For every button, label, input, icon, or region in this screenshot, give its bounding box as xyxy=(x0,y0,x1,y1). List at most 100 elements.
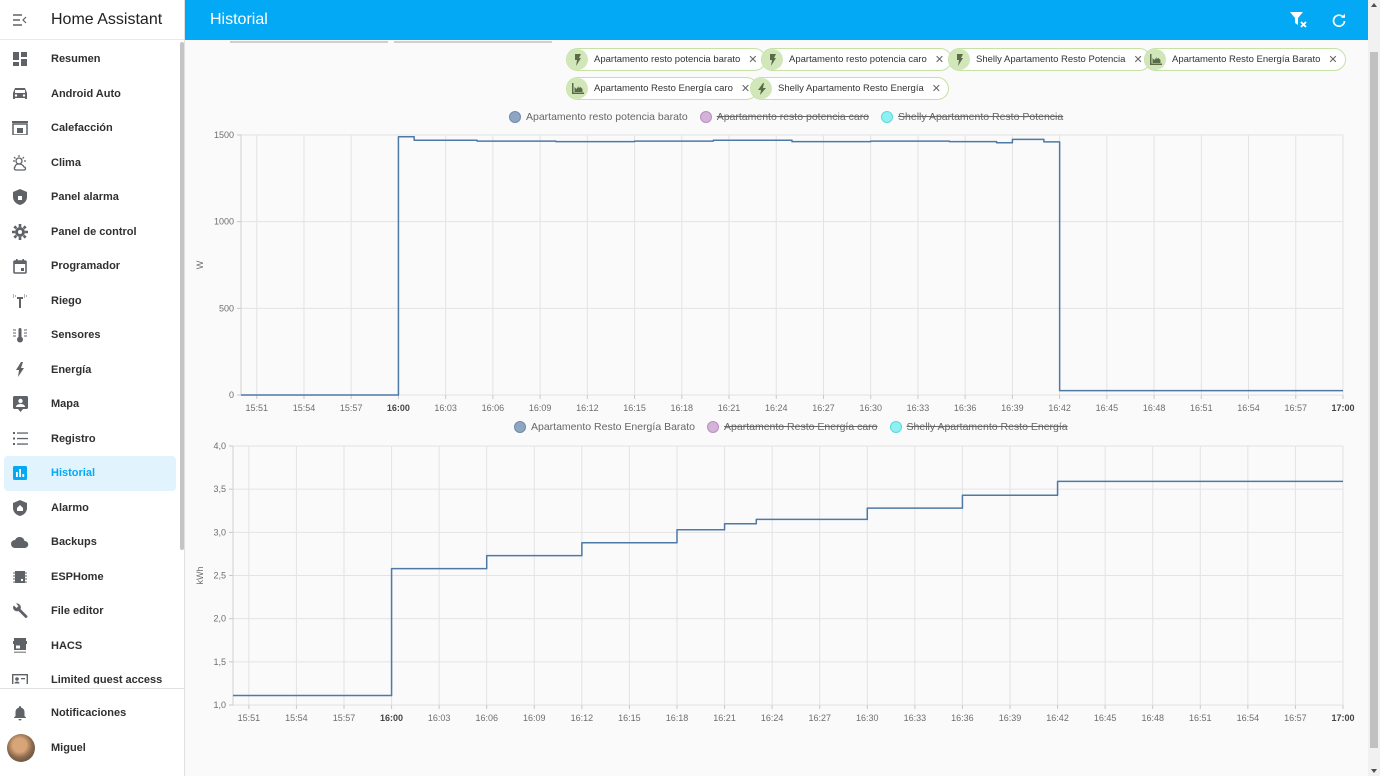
svg-text:17:00: 17:00 xyxy=(1331,403,1354,413)
legend-label: Apartamento resto potencia barato xyxy=(526,111,688,123)
wrench-icon xyxy=(4,603,36,619)
energy-chart[interactable]: 1,0 1,5 2,0 2,5 3,0 3,5 4,0 15:51 15:54 15:57 16:0… xyxy=(185,435,1368,735)
sidebar-item-label: Panel de control xyxy=(51,225,137,238)
svg-text:15:57: 15:57 xyxy=(340,403,363,413)
sidebar-item-panel-de-control[interactable]: Panel de control xyxy=(4,215,176,250)
sidebar-item-panel-alarma[interactable]: Panel alarma xyxy=(4,180,176,215)
svg-text:16:33: 16:33 xyxy=(904,713,927,723)
scroll-up-arrow-icon[interactable] xyxy=(1371,3,1377,7)
svg-text:16:24: 16:24 xyxy=(765,403,788,413)
menu-toggle-button[interactable] xyxy=(0,0,40,40)
remove-chip-icon[interactable]: ✕ xyxy=(931,83,941,95)
chart-area-icon xyxy=(567,78,588,99)
sidebar-item-android-auto[interactable]: Android Auto xyxy=(4,77,176,112)
sidebar-item-riego[interactable]: Riego xyxy=(4,284,176,319)
page-title: Historial xyxy=(210,11,268,28)
svg-text:15:54: 15:54 xyxy=(285,713,308,723)
target-chip[interactable]: Apartamento Resto Energía Barato ✕ xyxy=(1144,48,1346,71)
target-chip[interactable]: Apartamento Resto Energía caro ✕ xyxy=(566,77,759,100)
refresh-button[interactable] xyxy=(1328,9,1350,31)
shield-home-icon xyxy=(4,499,36,516)
sidebar-item-limited-guest-access[interactable]: Limited guest access xyxy=(4,663,176,684)
sidebar-item-backups[interactable]: Backups xyxy=(4,525,176,560)
legend-item[interactable]: Shelly Apartamento Resto Potencia xyxy=(881,111,1063,123)
svg-text:16:09: 16:09 xyxy=(523,713,546,723)
remove-chip-icon[interactable]: ✕ xyxy=(934,54,945,66)
remove-chip-icon[interactable]: ✕ xyxy=(740,83,751,95)
legend-item[interactable]: Apartamento resto potencia barato xyxy=(509,111,688,123)
power-chart[interactable]: 0 500 1000 1500 15:51 15:54 15:57 16:00 16:03 16:… xyxy=(185,40,1368,420)
svg-text:16:42: 16:42 xyxy=(1046,713,1069,723)
calendar-icon xyxy=(4,258,36,274)
svg-text:16:36: 16:36 xyxy=(954,403,977,413)
sidebar-item-label: Limited guest access xyxy=(51,674,163,684)
sidebar-item-label: Calefacción xyxy=(51,122,113,135)
sidebar-item-hacs[interactable]: HACS xyxy=(4,629,176,664)
legend-item[interactable]: Apartamento resto potencia caro xyxy=(699,111,870,123)
sprinkler-icon xyxy=(4,294,36,308)
sidebar-item-file-editor[interactable]: File editor xyxy=(4,594,176,629)
svg-text:16:12: 16:12 xyxy=(571,713,594,723)
avatar xyxy=(7,733,35,762)
svg-text:16:57: 16:57 xyxy=(1285,403,1308,413)
sidebar-item-sensores[interactable]: Sensores xyxy=(4,318,176,353)
svg-text:16:18: 16:18 xyxy=(671,403,694,413)
legend-label: Apartamento Resto Energía caro xyxy=(724,421,878,433)
scroll-down-arrow-icon[interactable] xyxy=(1371,769,1377,773)
scrollbar-thumb[interactable] xyxy=(1370,52,1378,748)
sidebar-item-esphome[interactable]: ESPHome xyxy=(4,560,176,595)
legend-label: Apartamento resto potencia caro xyxy=(716,111,870,123)
sidebar-item-user[interactable]: Miguel xyxy=(4,730,180,765)
sidebar-item-resumen[interactable]: Resumen xyxy=(4,42,176,77)
page-scrollbar[interactable] xyxy=(1368,0,1380,776)
entity-picker[interactable] xyxy=(394,41,552,43)
date-range-picker[interactable] xyxy=(230,41,388,43)
svg-text:16:21: 16:21 xyxy=(713,713,736,723)
target-chip[interactable]: Apartamento resto potencia caro ✕ xyxy=(761,48,953,71)
sidebar-item-programador[interactable]: Programador xyxy=(4,249,176,284)
map-account-icon xyxy=(4,396,36,413)
svg-text:16:54: 16:54 xyxy=(1237,713,1260,723)
remove-chip-icon[interactable]: ✕ xyxy=(748,54,758,66)
sidebar-item-alarmo[interactable]: Alarmo xyxy=(4,491,176,526)
sidebar-bottom: Notificaciones Miguel xyxy=(0,695,184,765)
sidebar-item-mapa[interactable]: Mapa xyxy=(4,387,176,422)
weather-icon xyxy=(4,154,36,171)
target-chip[interactable]: Shelly Apartamento Resto Potencia ✕ xyxy=(948,48,1151,71)
legend-dot xyxy=(514,421,526,433)
remove-chip-icon[interactable]: ✕ xyxy=(1328,54,1338,66)
chip-icon xyxy=(4,570,36,584)
svg-text:16:24: 16:24 xyxy=(761,713,784,723)
legend-item[interactable]: Shelly Apartamento Resto Energía xyxy=(889,421,1068,433)
svg-text:16:57: 16:57 xyxy=(1284,713,1307,723)
svg-text:4,0: 4,0 xyxy=(213,441,226,451)
legend-item[interactable]: Apartamento Resto Energía caro xyxy=(707,421,878,433)
clear-filter-button[interactable] xyxy=(1288,9,1310,31)
legend-dot xyxy=(881,111,894,123)
sidebar-item-notificaciones[interactable]: Notificaciones xyxy=(4,695,180,730)
fireplace-icon xyxy=(4,121,36,136)
flash-icon xyxy=(762,49,783,70)
sidebar-item-label: Sensores xyxy=(51,329,101,342)
sidebar-item-historial[interactable]: Historial xyxy=(4,456,176,491)
remove-chip-icon[interactable]: ✕ xyxy=(1133,54,1143,66)
sidebar-scrollbar[interactable] xyxy=(180,42,184,550)
svg-text:16:06: 16:06 xyxy=(475,713,498,723)
sidebar-item-label: Clima xyxy=(51,156,81,169)
sidebar-item-clima[interactable]: Clima xyxy=(4,146,176,181)
history-panel: Apartamento resto potencia barato ✕ Apar… xyxy=(185,40,1368,776)
sidebar-item-registro[interactable]: Registro xyxy=(4,422,176,457)
legend-item[interactable]: Apartamento Resto Energía Barato xyxy=(514,421,695,433)
target-chip[interactable]: Shelly Apartamento Resto Energía ✕ xyxy=(750,77,949,100)
sidebar-nav[interactable]: Resumen Android Auto Calefacción Clima P… xyxy=(0,42,180,684)
svg-text:17:00: 17:00 xyxy=(1331,713,1354,723)
chip-label: Apartamento Resto Energía Barato xyxy=(1172,54,1321,65)
sidebar-item-label: Android Auto xyxy=(51,87,121,100)
sidebar-item-energia[interactable]: Energía xyxy=(4,353,176,388)
flash-icon xyxy=(567,49,588,70)
svg-text:16:27: 16:27 xyxy=(808,713,831,723)
sidebar-item-calefaccion[interactable]: Calefacción xyxy=(4,111,176,146)
chart-area-icon xyxy=(1145,49,1166,70)
svg-text:2,5: 2,5 xyxy=(213,571,226,581)
